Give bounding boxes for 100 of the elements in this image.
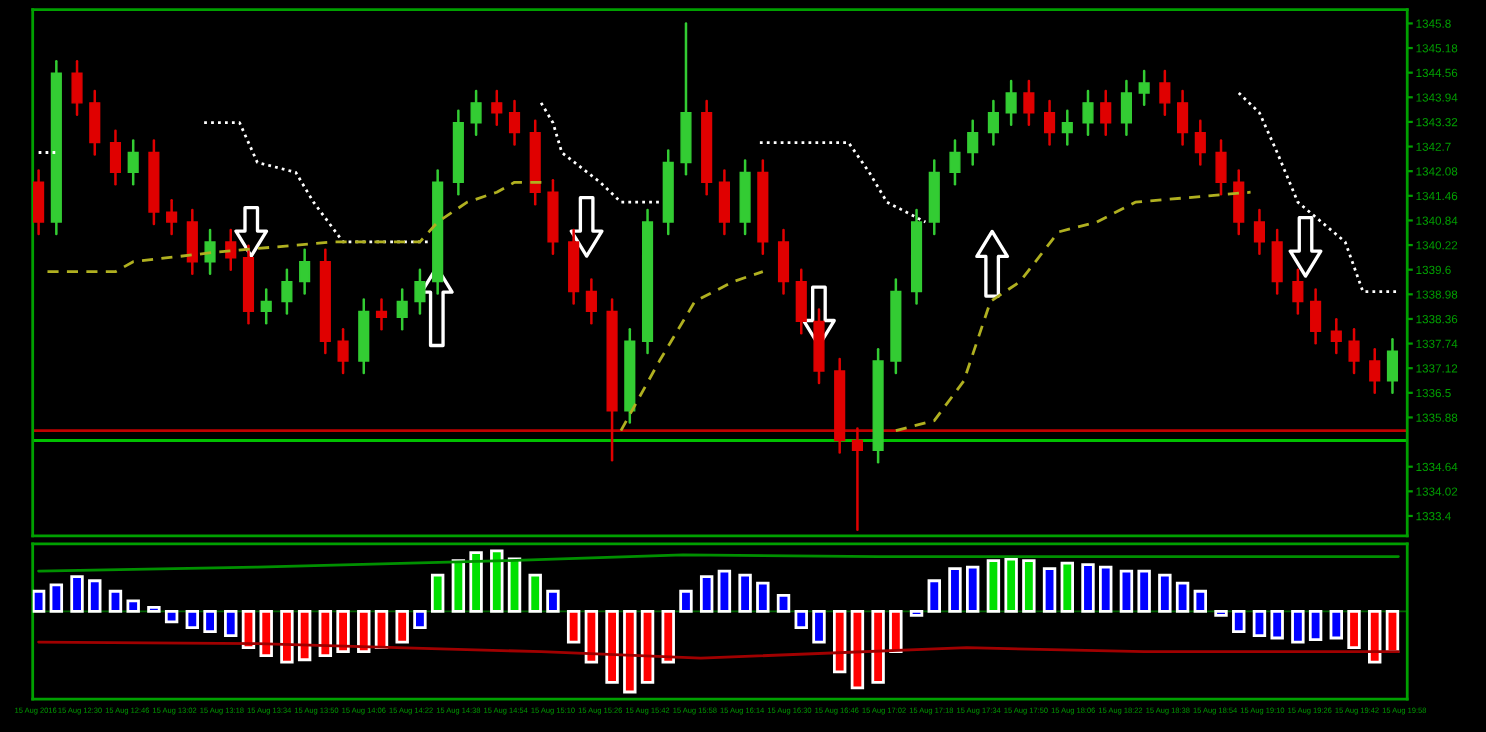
bar: [280, 610, 294, 664]
candlestick: [585, 278, 597, 325]
candlestick: [375, 298, 388, 331]
candlestick: [851, 427, 863, 532]
bar: [1004, 557, 1018, 613]
bar: [259, 610, 273, 658]
bar: [430, 573, 445, 613]
bar: [1252, 610, 1267, 637]
candlestick: [987, 99, 999, 146]
bar: [986, 559, 1001, 613]
bar: [850, 610, 865, 690]
candlestick: [1233, 169, 1245, 236]
bar: [185, 610, 200, 629]
candlestick: [1369, 347, 1381, 395]
bar: [1175, 581, 1190, 613]
candlestick: [337, 328, 349, 375]
bar: [679, 589, 693, 613]
bar: [832, 610, 847, 674]
bar: [889, 610, 903, 654]
bar: [224, 610, 238, 637]
bar: [164, 610, 179, 624]
bar: [566, 610, 581, 644]
bar: [661, 610, 675, 664]
bar: [1214, 610, 1228, 617]
bar: [1137, 569, 1151, 613]
bar: [318, 610, 333, 658]
bar: [336, 610, 350, 654]
candlestick: [1271, 228, 1283, 295]
candlestick: [1177, 89, 1189, 146]
bar: [203, 610, 217, 633]
candlestick: [967, 119, 979, 166]
bar: [1368, 610, 1382, 664]
bar: [88, 579, 102, 613]
bar: [812, 610, 826, 644]
candlestick: [33, 169, 45, 236]
candlestick: [1082, 89, 1094, 136]
candlestick: [508, 99, 521, 146]
candlestick: [281, 268, 293, 315]
bar: [1022, 559, 1036, 613]
bar: [738, 573, 752, 613]
candlestick: [1005, 79, 1017, 126]
candlestick: [777, 228, 790, 295]
bar: [546, 589, 560, 613]
bar: [1347, 610, 1361, 650]
bar: [871, 610, 885, 684]
bar: [395, 610, 409, 644]
candlestick: [71, 59, 83, 117]
candlestick: [260, 288, 272, 325]
bar: [948, 567, 962, 613]
bar: [1158, 573, 1172, 613]
candlestick: [949, 139, 961, 186]
candlestick: [186, 208, 198, 275]
bar: [776, 593, 791, 613]
candlestick: [1348, 328, 1360, 375]
bar: [413, 610, 427, 629]
bar: [1081, 563, 1095, 613]
bar: [126, 599, 140, 613]
bar: [584, 610, 599, 664]
bar: [70, 575, 84, 613]
candlestick: [1100, 89, 1112, 136]
candlestick: [225, 228, 237, 271]
bar: [490, 549, 504, 613]
bar: [147, 605, 161, 613]
candlestick: [491, 89, 503, 126]
candlestick: [166, 198, 178, 236]
candlestick: [89, 89, 101, 156]
bar: [794, 610, 808, 629]
bar: [1329, 610, 1344, 640]
bar: [357, 610, 371, 654]
bar: [32, 589, 46, 613]
bar: [1232, 610, 1246, 633]
bar: [640, 610, 655, 684]
candlestick: [1194, 119, 1206, 166]
candlestick: [1310, 288, 1322, 345]
bar: [1308, 610, 1323, 641]
bar: [374, 610, 389, 650]
bar: [451, 559, 466, 613]
bar: [1042, 567, 1057, 613]
bar: [241, 610, 256, 650]
candlestick: [1253, 208, 1266, 256]
bar: [1193, 589, 1208, 613]
bar: [297, 610, 312, 662]
candlestick: [1023, 79, 1035, 126]
candlestick: [396, 288, 408, 331]
bar: [756, 581, 770, 613]
candlestick: [1386, 337, 1399, 395]
bar: [507, 557, 522, 613]
candlestick: [1159, 69, 1171, 117]
candlestick: [109, 129, 122, 186]
bar: [1119, 569, 1134, 613]
candlestick: [1061, 109, 1073, 146]
candlestick: [299, 248, 311, 295]
candlestick: [414, 268, 426, 315]
candlestick: [1330, 318, 1342, 355]
candlestick: [1120, 79, 1132, 136]
candlestick: [204, 228, 216, 275]
bar: [469, 551, 483, 613]
candlestick: [1138, 69, 1150, 107]
candlestick: [1215, 139, 1227, 196]
bar: [1060, 561, 1075, 613]
